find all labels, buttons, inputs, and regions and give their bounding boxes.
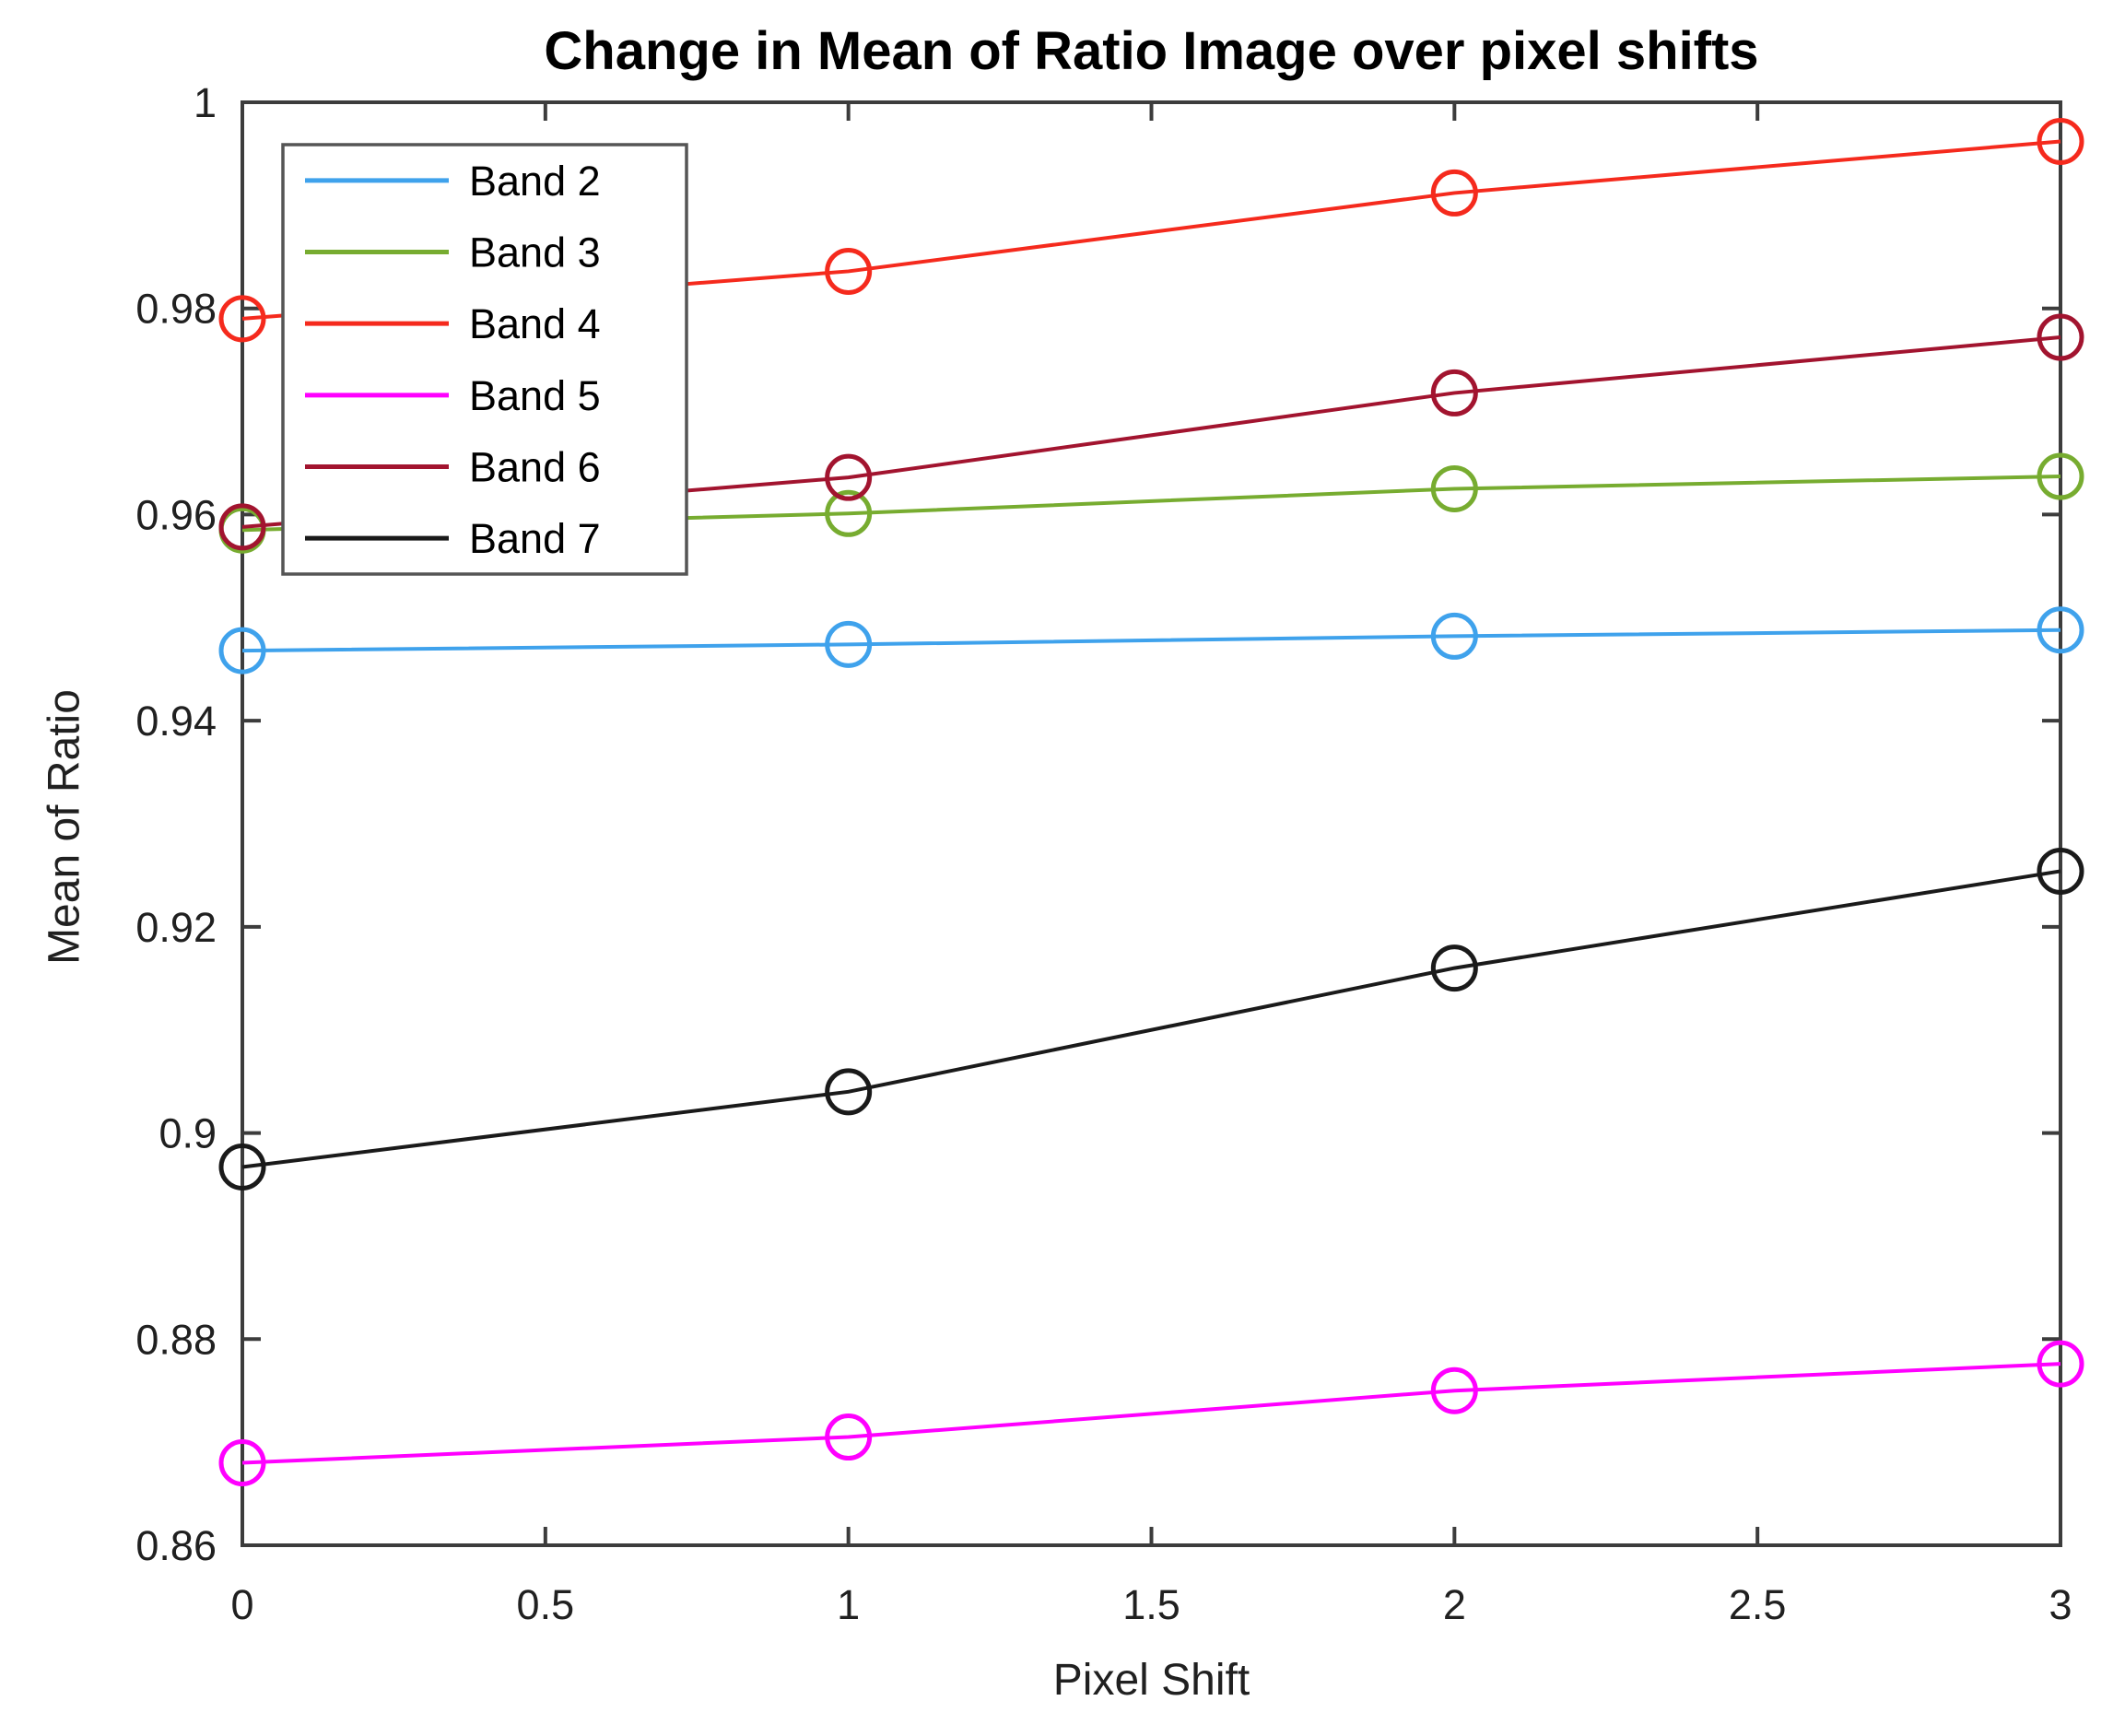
- marker-band-2-x3: [2037, 606, 2084, 654]
- marker-band-7-x1: [825, 1068, 873, 1116]
- legend-label-band-7: Band 7: [469, 515, 601, 562]
- series-line-band-5: [241, 1362, 2061, 1465]
- y-tick-label-0.96: 0.96: [135, 491, 217, 538]
- series-line-band-7: [241, 869, 2061, 1169]
- y-tick-label-0.98: 0.98: [135, 286, 217, 333]
- marker-band-4-x3: [2037, 118, 2084, 166]
- x-tick-label-0.5: 0.5: [517, 1581, 575, 1628]
- y-tick-label-0.86: 0.86: [135, 1522, 217, 1569]
- y-tick-label-0.9: 0.9: [158, 1110, 217, 1157]
- marker-band-2-x2: [1430, 612, 1478, 660]
- marker-band-2-x1: [825, 620, 873, 668]
- legend-label-band-3: Band 3: [469, 229, 601, 276]
- marker-band-5-x3: [2037, 1340, 2084, 1388]
- legend-label-band-2: Band 2: [469, 158, 601, 205]
- marker-band-7-x0: [218, 1143, 266, 1191]
- x-tick-label-1.5: 1.5: [1122, 1581, 1180, 1628]
- marker-band-6-x0: [218, 503, 266, 551]
- marker-band-5-x2: [1430, 1367, 1478, 1414]
- marker-band-4-x1: [825, 247, 873, 295]
- y-tick-label-0.94: 0.94: [135, 698, 217, 745]
- legend: Band 2 Band 3 Band 4 Band 5 Band 6 Band 7: [281, 143, 688, 576]
- marker-band-2-x0: [218, 627, 266, 674]
- marker-band-4-x2: [1430, 169, 1478, 217]
- legend-label-band-6: Band 6: [469, 444, 601, 491]
- marker-band-6-x2: [1430, 369, 1478, 416]
- legend-label-band-5: Band 5: [469, 372, 601, 419]
- marker-band-4-x0: [218, 295, 266, 343]
- series-line-band-2: [241, 628, 2061, 653]
- chart-title: Change in Mean of Ratio Image over pixel…: [544, 21, 1759, 81]
- marker-band-7-x3: [2037, 847, 2084, 895]
- marker-band-6-x3: [2037, 313, 2084, 361]
- x-tick-label-1: 1: [837, 1581, 860, 1628]
- marker-band-3-x2: [1430, 464, 1478, 512]
- y-tick-label-1: 1: [194, 79, 217, 126]
- x-tick-label-3: 3: [2049, 1581, 2072, 1628]
- x-tick-label-2.5: 2.5: [1729, 1581, 1787, 1628]
- y-tick-label-0.92: 0.92: [135, 904, 217, 951]
- marker-band-5-x1: [825, 1413, 873, 1461]
- x-axis-label: Pixel Shift: [1052, 1656, 1250, 1705]
- x-tick-label-2: 2: [1443, 1581, 1466, 1628]
- marker-band-3-x3: [2037, 452, 2084, 500]
- legend-label-band-4: Band 4: [469, 300, 601, 347]
- y-tick-label-0.88: 0.88: [135, 1316, 217, 1363]
- x-tick-label-0: 0: [230, 1581, 253, 1628]
- marker-band-6-x1: [825, 453, 873, 501]
- marker-band-3-x1: [825, 489, 873, 537]
- legend-box: [281, 143, 688, 576]
- marker-band-7-x2: [1430, 944, 1478, 992]
- marker-band-5-x0: [218, 1439, 266, 1487]
